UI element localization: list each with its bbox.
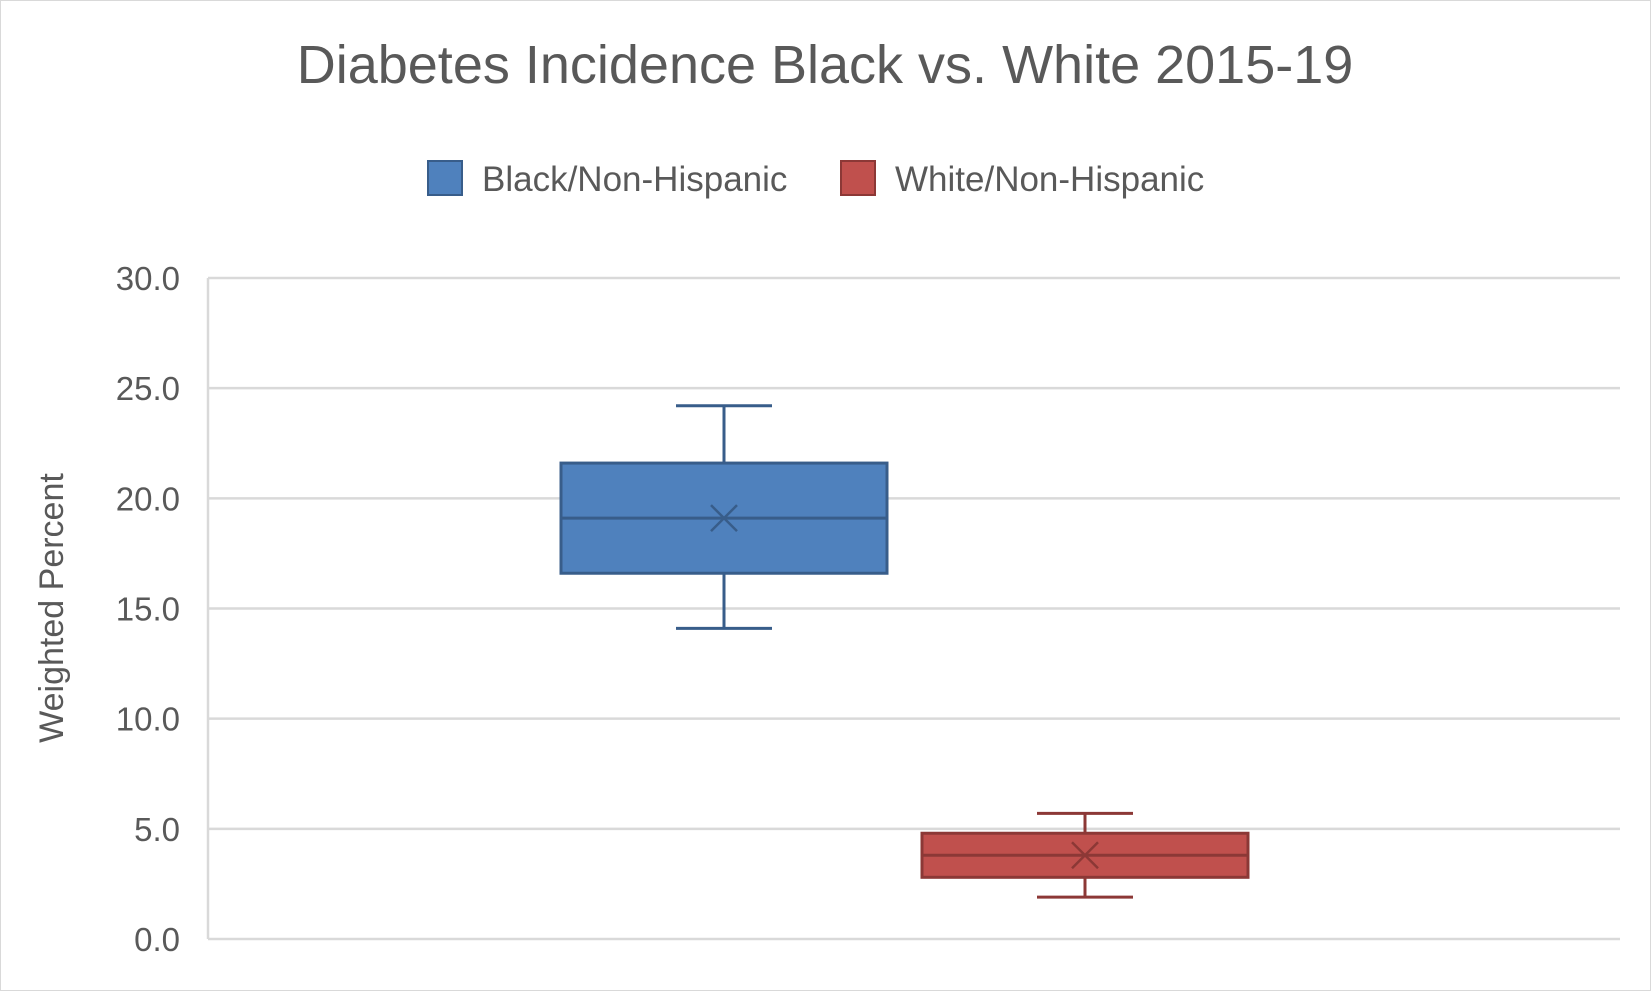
legend-label: White/Non-Hispanic xyxy=(895,160,1204,199)
y-axis-title: Weighted Percent xyxy=(33,473,71,743)
y-tick-label: 20.0 xyxy=(116,480,180,517)
y-tick-label: 0.0 xyxy=(134,921,180,958)
box-group xyxy=(920,811,1250,899)
chart-title: Diabetes Incidence Black vs. White 2015-… xyxy=(297,35,1354,95)
mean-marker xyxy=(710,504,738,533)
y-tick-label: 10.0 xyxy=(116,701,180,738)
mean-marker xyxy=(1071,841,1099,870)
legend-label: Black/Non-Hispanic xyxy=(482,160,787,199)
gridlines xyxy=(206,276,1620,941)
legend: Black/Non-Hispanic White/Non-Hispanic xyxy=(427,160,1204,199)
y-tick-label: 5.0 xyxy=(134,811,180,848)
legend-swatch xyxy=(427,160,463,196)
legend-swatch xyxy=(840,160,876,196)
y-tick-labels: 0.0 5.0 10.0 15.0 20.0 25.0 30.0 xyxy=(116,260,180,958)
y-tick-label: 30.0 xyxy=(116,260,180,297)
box-group xyxy=(559,404,889,630)
y-tick-label: 25.0 xyxy=(116,370,180,407)
box-plots xyxy=(559,404,1250,899)
y-tick-label: 15.0 xyxy=(116,591,180,628)
